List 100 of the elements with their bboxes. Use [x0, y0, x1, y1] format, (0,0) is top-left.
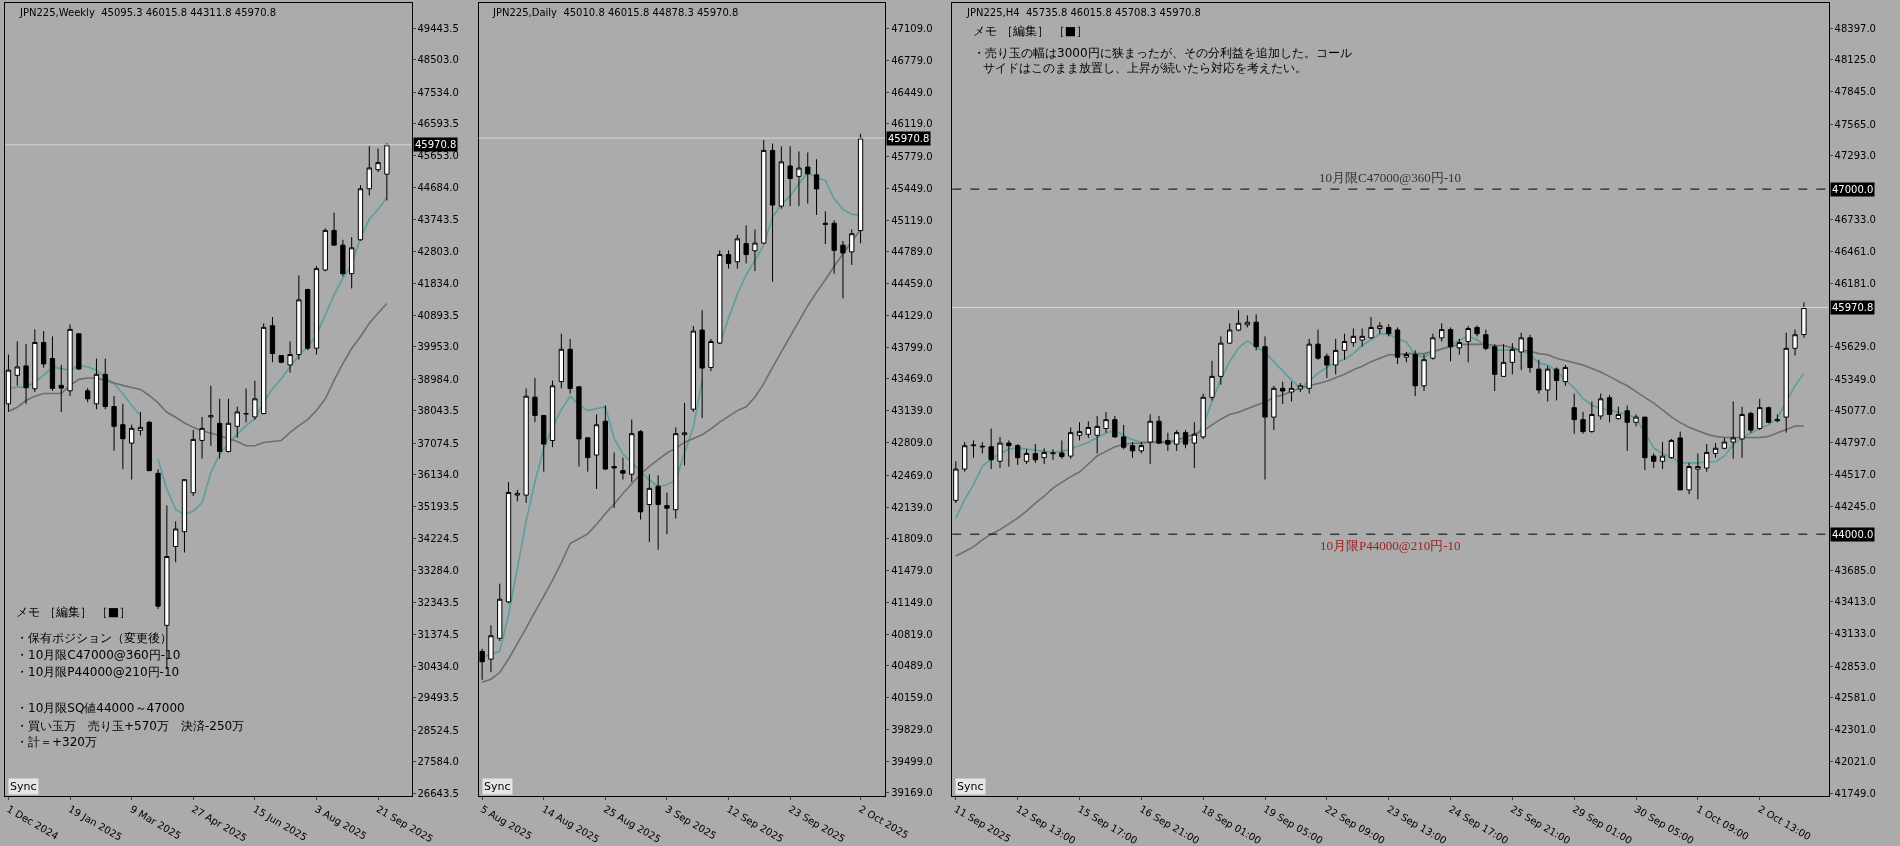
y-tick-label: 41749.0 — [1834, 787, 1876, 799]
candlestick — [1156, 415, 1162, 445]
candlestick — [1765, 406, 1772, 424]
candlestick — [822, 210, 829, 245]
y-tick-label: 42021.0 — [1834, 756, 1876, 768]
y-tick-label: 41149.0 — [891, 596, 933, 608]
candlestick — [1430, 333, 1436, 361]
candlestick — [1668, 438, 1675, 460]
y-tick-label: 42581.0 — [1834, 691, 1876, 703]
y-tick-label: 46461.0 — [1834, 245, 1876, 257]
y-tick-label: 30434.0 — [417, 660, 459, 672]
candlestick — [1757, 398, 1763, 431]
candlestick — [1748, 411, 1754, 434]
x-tick-label: 14 Aug 2025 — [540, 803, 602, 845]
candlestick — [252, 380, 258, 421]
y-tick-label: 48125.0 — [1834, 54, 1876, 66]
candlestick — [1598, 393, 1604, 421]
y-tick-label: 46733.0 — [1834, 214, 1876, 226]
y-tick-label: 35193.5 — [417, 500, 459, 512]
y-tick-label: 32343.5 — [417, 596, 459, 608]
candlestick — [717, 249, 723, 345]
candlestick — [1041, 447, 1047, 465]
candlestick — [988, 427, 994, 470]
y-tick-label: 46449.0 — [891, 86, 933, 98]
candlestick — [1624, 405, 1630, 452]
candlestick — [217, 398, 223, 460]
x-tick-label: 5 Aug 2025 — [478, 803, 535, 842]
candlestick — [523, 387, 529, 504]
annotation: ・計＝+320万 — [16, 735, 97, 749]
candlestick — [997, 436, 1003, 469]
y-tick-label: 43413.0 — [1834, 596, 1876, 608]
candlestick — [734, 234, 741, 270]
candlestick — [1147, 413, 1153, 465]
candlestick — [805, 151, 811, 205]
candlestick — [1403, 351, 1410, 363]
candlestick — [1439, 322, 1445, 343]
candlestick — [129, 424, 135, 481]
candlestick — [1500, 343, 1507, 377]
candlestick — [366, 145, 372, 196]
candlestick — [111, 395, 117, 452]
chart-title: JPN225,Daily 45010.8 46015.8 44878.3 45970.8 — [492, 7, 739, 18]
candlestick — [1571, 393, 1577, 435]
x-tick-label: 15 Jun 2025 — [251, 803, 309, 843]
candlestick — [1633, 413, 1639, 427]
candlestick — [558, 333, 564, 389]
x-tick-label: 25 Aug 2025 — [601, 803, 663, 845]
candlestick — [1712, 442, 1719, 459]
annotation: ・10月限P44000@210円-10 — [16, 665, 180, 679]
candlestick — [831, 219, 837, 275]
y-tick-label: 43469.0 — [891, 373, 933, 385]
candlestick — [1076, 421, 1083, 441]
y-tick-label: 42301.0 — [1834, 724, 1876, 736]
y-tick-label: 47109.0 — [891, 23, 933, 35]
candlestick — [629, 419, 635, 483]
y-tick-label: 44245.0 — [1834, 500, 1876, 512]
candlestick — [1094, 415, 1100, 454]
y-tick-label: 38984.0 — [417, 373, 459, 385]
candlestick — [93, 358, 100, 410]
candlestick — [743, 224, 749, 264]
candlestick — [1739, 406, 1745, 459]
candlestick — [305, 288, 311, 351]
candlestick — [137, 411, 144, 436]
candlestick — [664, 491, 670, 535]
candlestick — [1545, 365, 1551, 402]
candlestick — [296, 274, 302, 361]
candlestick — [787, 145, 793, 207]
candlestick — [1536, 359, 1542, 395]
candlestick — [1509, 342, 1516, 375]
candlestick — [1032, 443, 1038, 464]
y-tick-label: 40819.0 — [891, 628, 933, 640]
candlestick — [243, 387, 249, 423]
candlestick — [567, 338, 573, 395]
candlestick — [357, 184, 364, 242]
annotation: Sync — [957, 780, 984, 793]
candlestick — [646, 473, 652, 543]
candlestick — [1050, 448, 1056, 461]
candlestick — [1730, 400, 1736, 460]
candlestick — [549, 380, 556, 448]
y-tick-label: 44797.0 — [1834, 437, 1876, 449]
candlestick — [849, 229, 855, 266]
candlestick — [1474, 324, 1480, 337]
candlestick — [1580, 411, 1586, 435]
y-tick-label: 44129.0 — [891, 309, 933, 321]
y-tick-label: 44517.0 — [1834, 469, 1876, 481]
candlestick — [1359, 328, 1365, 348]
y-tick-label: 45449.0 — [891, 182, 933, 194]
candlestick — [1686, 462, 1692, 495]
y-tick-label: 42469.0 — [891, 469, 933, 481]
y-tick-label: 42803.0 — [417, 245, 459, 257]
candlestick — [699, 309, 705, 419]
candlestick — [1377, 321, 1383, 335]
candlestick — [155, 468, 161, 610]
candlestick — [1324, 352, 1330, 379]
y-tick-label: 33284.0 — [417, 564, 459, 576]
y-tick-label: 42139.0 — [891, 501, 933, 513]
y-tick-label: 40893.5 — [417, 309, 459, 321]
candlestick — [1200, 393, 1206, 440]
candlestick — [1288, 381, 1295, 402]
y-tick-label: 39499.0 — [891, 755, 933, 767]
candlestick — [752, 229, 758, 272]
